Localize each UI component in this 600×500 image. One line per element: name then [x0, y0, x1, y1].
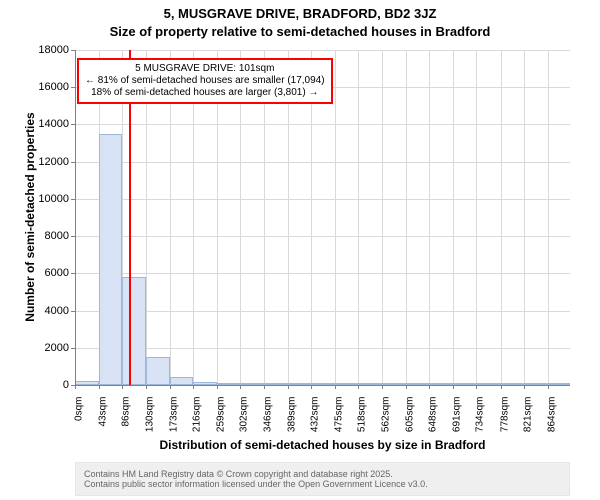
bottom-axis: [75, 385, 570, 386]
y-tick-label: 4000: [45, 305, 69, 317]
gridline-h: [75, 162, 570, 163]
y-tick-label: 18000: [38, 44, 69, 56]
gridline-h: [75, 348, 570, 349]
y-tick-label: 2000: [45, 342, 69, 354]
y-tick-label: 6000: [45, 267, 69, 279]
gridline-v: [429, 50, 430, 385]
y-tick-label: 12000: [38, 156, 69, 168]
y-axis-label: Number of semi-detached properties: [23, 92, 37, 342]
footer-attribution: Contains HM Land Registry data © Crown c…: [75, 462, 570, 496]
y-tick-label: 0: [63, 379, 69, 391]
histogram-bar: [146, 357, 170, 385]
gridline-h: [75, 199, 570, 200]
footer-line2: Contains public sector information licen…: [84, 479, 569, 489]
gridline-v: [501, 50, 502, 385]
annotation-line1: 5 MUSGRAVE DRIVE: 101sqm: [85, 63, 325, 75]
gridline-v: [548, 50, 549, 385]
annotation-line3: 18% of semi-detached houses are larger (…: [85, 87, 325, 99]
gridline-h: [75, 50, 570, 51]
gridline-v: [382, 50, 383, 385]
gridline-h: [75, 311, 570, 312]
chart-page: 5, MUSGRAVE DRIVE, BRADFORD, BD2 3JZ Siz…: [0, 0, 600, 500]
y-tick-label: 14000: [38, 118, 69, 130]
left-axis: [75, 50, 76, 385]
histogram-bar: [170, 377, 194, 385]
chart-title-line1: 5, MUSGRAVE DRIVE, BRADFORD, BD2 3JZ: [0, 6, 600, 21]
gridline-v: [524, 50, 525, 385]
annotation-box: 5 MUSGRAVE DRIVE: 101sqm ← 81% of semi-d…: [77, 58, 333, 104]
y-tick-label: 10000: [38, 193, 69, 205]
gridline-v: [358, 50, 359, 385]
gridline-h: [75, 273, 570, 274]
annotation-line2: ← 81% of semi-detached houses are smalle…: [85, 75, 325, 87]
gridline-v: [335, 50, 336, 385]
histogram-bar: [99, 134, 123, 385]
footer-line1: Contains HM Land Registry data © Crown c…: [84, 469, 569, 479]
y-tick-label: 16000: [38, 81, 69, 93]
y-tick-label: 8000: [45, 230, 69, 242]
gridline-v: [476, 50, 477, 385]
gridline-h: [75, 236, 570, 237]
gridline-v: [453, 50, 454, 385]
histogram-bar: [122, 277, 146, 385]
x-axis-label: Distribution of semi-detached houses by …: [75, 438, 570, 452]
gridline-v: [406, 50, 407, 385]
chart-title-line2: Size of property relative to semi-detach…: [0, 24, 600, 39]
gridline-h: [75, 124, 570, 125]
